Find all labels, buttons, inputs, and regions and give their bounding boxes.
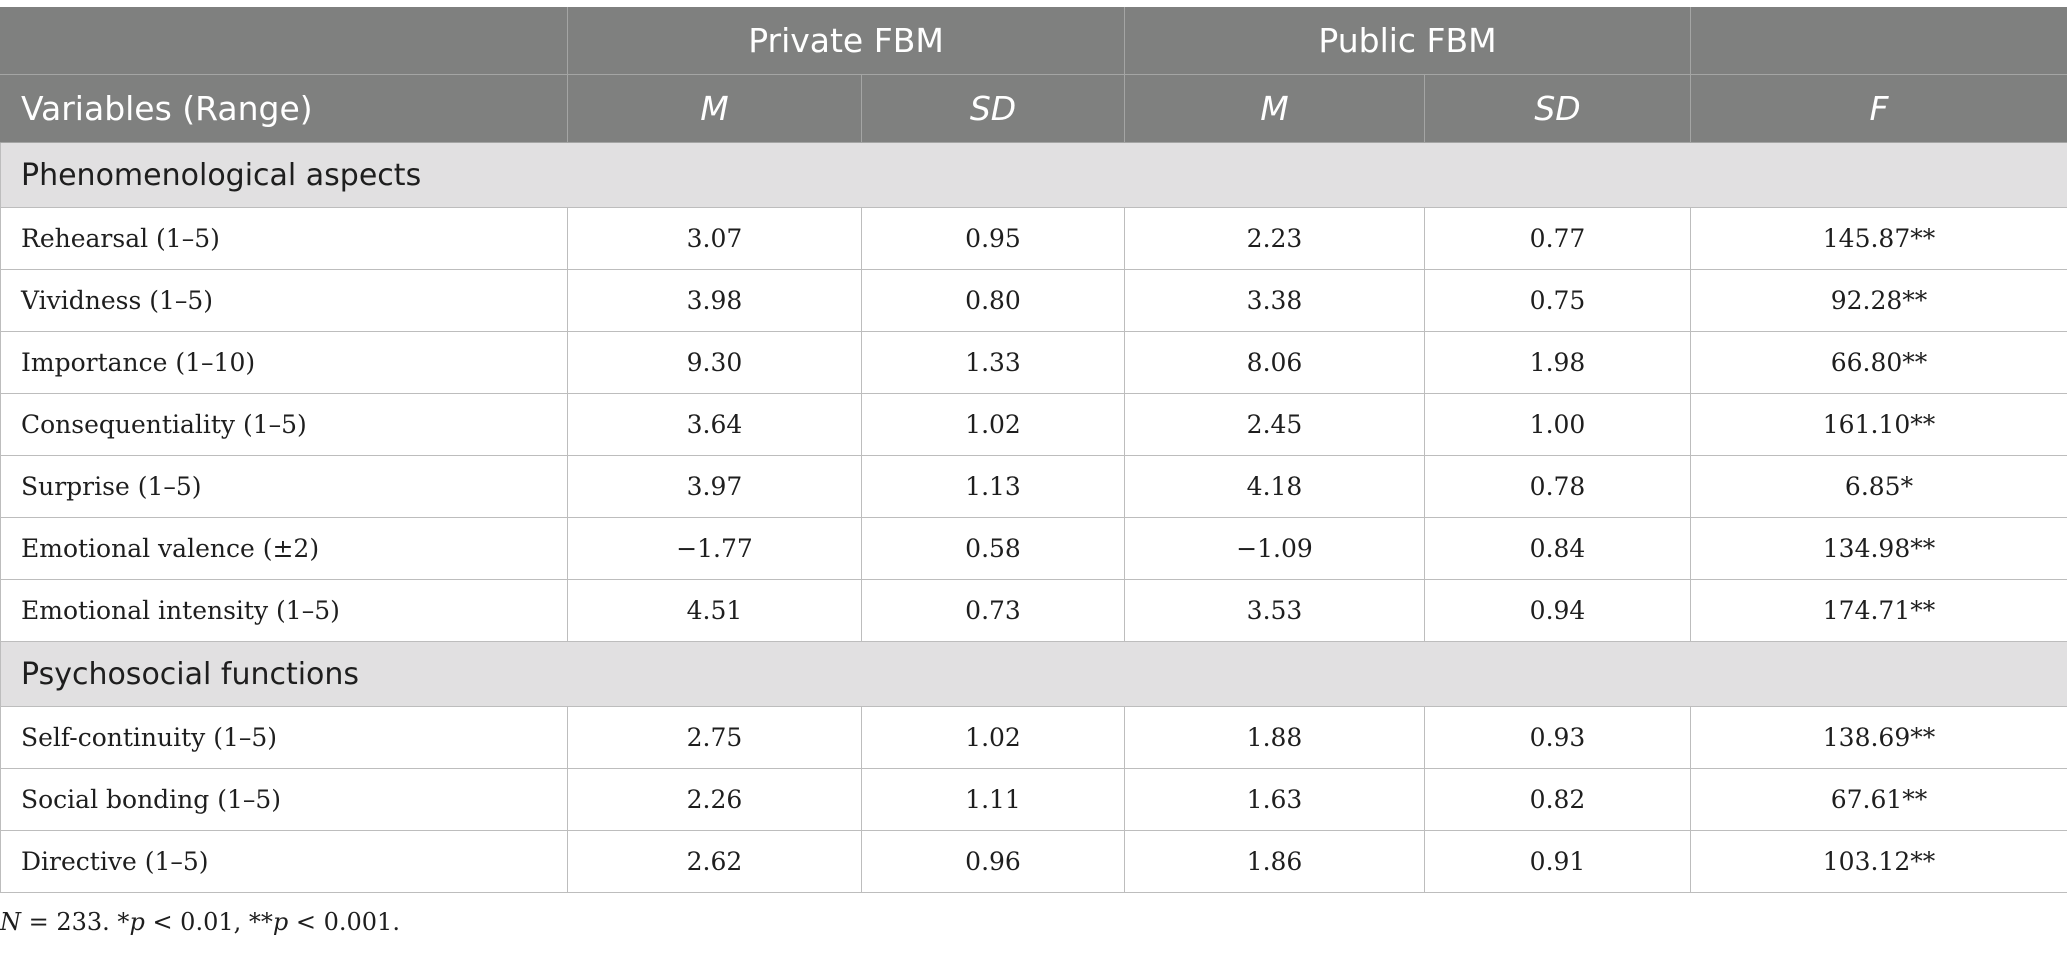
public-m-cell: −1.09 (1124, 517, 1426, 580)
f-cell: 92.28** (1690, 269, 2067, 332)
public-sd-cell: 1.98 (1424, 331, 1692, 394)
group-header-row: Private FBM Public FBM (0, 7, 2067, 75)
footnote-p2-label: p (272, 908, 289, 936)
row-label: Emotional valence (±2) (0, 517, 568, 580)
public-sd-cell: 0.84 (1424, 517, 1692, 580)
table-row: Rehearsal (1–5) 3.07 0.95 2.23 0.77 145.… (0, 207, 2067, 270)
public-m-cell: 1.63 (1124, 768, 1426, 831)
row-label: Self-continuity (1–5) (0, 706, 568, 769)
table-header: Private FBM Public FBM Variables (Range)… (0, 7, 2067, 143)
row-label: Consequentiality (1–5) (0, 393, 568, 456)
public-m-cell: 4.18 (1124, 455, 1426, 518)
private-m-cell: 3.97 (567, 455, 862, 518)
public-m-cell: 1.88 (1124, 706, 1426, 769)
table-row: Consequentiality (1–5) 3.64 1.02 2.45 1.… (0, 393, 2067, 456)
public-m-cell: 2.45 (1124, 393, 1426, 456)
public-sd-cell: 0.94 (1424, 579, 1692, 642)
private-m-cell: 2.75 (567, 706, 862, 769)
private-m-cell: 3.64 (567, 393, 862, 456)
public-m-cell: 2.23 (1124, 207, 1426, 270)
footnote-p1-value: < 0.01, ** (144, 908, 273, 936)
group-header-empty-left (0, 7, 568, 75)
private-m-cell: 2.26 (567, 768, 862, 831)
public-sd-cell: 0.77 (1424, 207, 1692, 270)
public-sd-cell: 0.82 (1424, 768, 1692, 831)
f-cell: 161.10** (1690, 393, 2067, 456)
private-sd-cell: 1.13 (860, 455, 1126, 518)
f-cell: 134.98** (1690, 517, 2067, 580)
row-label: Importance (1–10) (0, 331, 568, 394)
column-header-private-m: M (567, 74, 862, 143)
private-sd-cell: 1.02 (860, 706, 1126, 769)
private-m-cell: 2.62 (567, 830, 862, 893)
table-row: Social bonding (1–5) 2.26 1.11 1.63 0.82… (0, 768, 2067, 831)
results-table-container: Private FBM Public FBM Variables (Range)… (0, 7, 2067, 893)
table-row: Emotional intensity (1–5) 4.51 0.73 3.53… (0, 579, 2067, 642)
private-sd-cell: 0.96 (860, 830, 1126, 893)
public-m-cell: 8.06 (1124, 331, 1426, 394)
public-m-cell: 1.86 (1124, 830, 1426, 893)
section-title-psychosocial: Psychosocial functions (0, 641, 2067, 707)
public-m-cell: 3.53 (1124, 579, 1426, 642)
table-row: Emotional valence (±2) −1.77 0.58 −1.09 … (0, 517, 2067, 580)
table-body: Phenomenological aspects Rehearsal (1–5)… (0, 142, 2067, 893)
private-sd-cell: 1.02 (860, 393, 1126, 456)
private-sd-cell: 0.80 (860, 269, 1126, 332)
private-sd-cell: 1.33 (860, 331, 1126, 394)
column-header-public-sd: SD (1424, 74, 1692, 143)
f-cell: 138.69** (1690, 706, 2067, 769)
row-label: Emotional intensity (1–5) (0, 579, 568, 642)
column-header-variables: Variables (Range) (0, 74, 568, 143)
f-cell: 145.87** (1690, 207, 2067, 270)
table-row: Directive (1–5) 2.62 0.96 1.86 0.91 103.… (0, 830, 2067, 893)
footnote-n-value: = 233. * (21, 908, 130, 936)
table-row: Importance (1–10) 9.30 1.33 8.06 1.98 66… (0, 331, 2067, 394)
private-m-cell: 3.98 (567, 269, 862, 332)
footnote-p1-label: p (129, 908, 145, 936)
private-sd-cell: 0.95 (860, 207, 1126, 270)
row-label: Social bonding (1–5) (0, 768, 568, 831)
public-sd-cell: 0.75 (1424, 269, 1692, 332)
f-cell: 67.61** (1690, 768, 2067, 831)
f-cell: 103.12** (1690, 830, 2067, 893)
table-row: Surprise (1–5) 3.97 1.13 4.18 0.78 6.85* (0, 455, 2067, 518)
group-header-public-fbm: Public FBM (1124, 7, 1692, 75)
column-header-f: F (1690, 74, 2067, 143)
public-sd-cell: 0.91 (1424, 830, 1692, 893)
row-label: Directive (1–5) (0, 830, 568, 893)
public-m-cell: 3.38 (1124, 269, 1426, 332)
f-cell: 66.80** (1690, 331, 2067, 394)
private-m-cell: 3.07 (567, 207, 862, 270)
group-header-empty-right (1690, 7, 2067, 75)
row-label: Surprise (1–5) (0, 455, 568, 518)
section-header-row: Psychosocial functions (0, 641, 2067, 707)
group-header-private-fbm: Private FBM (566, 7, 1126, 75)
private-m-cell: 9.30 (567, 331, 862, 394)
table-row: Vividness (1–5) 3.98 0.80 3.38 0.75 92.2… (0, 269, 2067, 332)
private-sd-cell: 0.58 (860, 517, 1126, 580)
row-label: Rehearsal (1–5) (0, 207, 568, 270)
public-sd-cell: 0.78 (1424, 455, 1692, 518)
section-header-row: Phenomenological aspects (0, 142, 2067, 208)
table-row: Self-continuity (1–5) 2.75 1.02 1.88 0.9… (0, 706, 2067, 769)
private-sd-cell: 0.73 (860, 579, 1126, 642)
column-header-private-sd: SD (860, 74, 1126, 143)
row-label: Vividness (1–5) (0, 269, 568, 332)
column-header-row: Variables (Range) M SD M SD F (0, 74, 2067, 143)
footnote-n-label: N (0, 908, 21, 936)
private-sd-cell: 1.11 (860, 768, 1126, 831)
private-m-cell: 4.51 (567, 579, 862, 642)
private-m-cell: −1.77 (567, 517, 862, 580)
column-header-public-m: M (1124, 74, 1426, 143)
table-footnote: N = 233. *p < 0.01, **p < 0.001. (0, 908, 400, 936)
public-sd-cell: 1.00 (1424, 393, 1692, 456)
f-cell: 6.85* (1690, 455, 2067, 518)
section-title-phenomenological: Phenomenological aspects (0, 142, 2067, 208)
public-sd-cell: 0.93 (1424, 706, 1692, 769)
footnote-p2-value: < 0.001. (288, 908, 400, 936)
f-cell: 174.71** (1690, 579, 2067, 642)
results-table: Private FBM Public FBM Variables (Range)… (0, 7, 2067, 893)
